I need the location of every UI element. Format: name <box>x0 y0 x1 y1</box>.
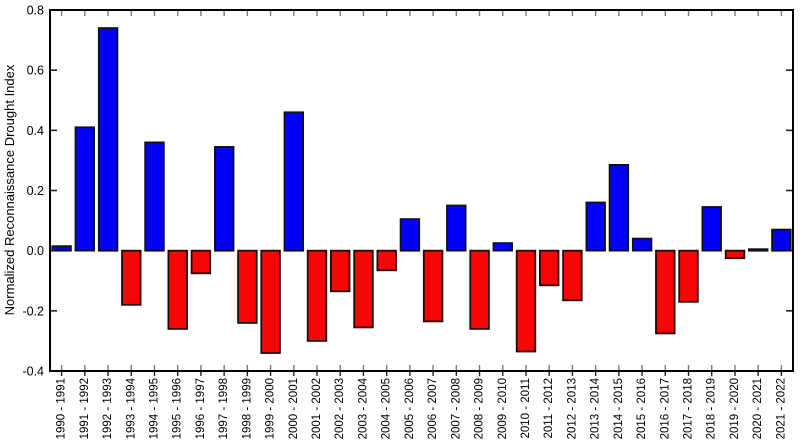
y-tick-label: -0.4 <box>22 365 44 379</box>
x-tick-label: 1996 - 1997 <box>195 378 207 439</box>
bar-2001-2002 <box>306 249 328 342</box>
y-tick-label: 0.4 <box>27 124 44 138</box>
bar-2017-2018 <box>678 249 699 303</box>
x-tick-label: 1990 - 1991 <box>56 378 68 439</box>
bar-2009-2010 <box>492 242 514 252</box>
bar-2014-2015 <box>608 163 630 252</box>
bar-1997-1998 <box>213 145 235 252</box>
bar-2000-2001 <box>283 111 305 252</box>
x-tick-label: 2006 - 2007 <box>427 378 439 439</box>
bar-2004-2005 <box>376 249 397 272</box>
ticks-group <box>51 9 792 376</box>
x-tick-label: 2021 - 2022 <box>775 378 787 439</box>
x-tick-label: 2011 - 2012 <box>543 378 555 439</box>
x-tick-label: 2005 - 2006 <box>404 378 416 439</box>
y-tick-label: -0.2 <box>22 304 44 318</box>
bar-2008-2009 <box>469 249 490 330</box>
bar-2002-2003 <box>329 249 351 293</box>
x-tick-label: 2010 - 2011 <box>520 378 532 439</box>
x-tick-label: 2003 - 2004 <box>357 377 369 439</box>
x-tick-label: 2020 - 2021 <box>752 378 764 439</box>
bar-2006-2007 <box>422 249 444 323</box>
x-tick-label: 2002 - 2003 <box>334 378 346 439</box>
x-tick-label: 2019 - 2020 <box>729 378 741 439</box>
y-tick-label: 0.0 <box>27 244 44 258</box>
bar-1998-1999 <box>237 249 258 324</box>
bar-1992-1993 <box>97 27 119 252</box>
plot-frame <box>49 9 794 372</box>
x-tick-label: 2015 - 2016 <box>636 378 648 439</box>
tick-labels-group: 1990 - 1991 1991 - 1992 1992 - 1993 1993 - … <box>22 4 787 440</box>
bar-2003-2004 <box>353 249 374 329</box>
x-tick-label: 1998 - 1999 <box>241 378 253 439</box>
x-tick-label: 2016 - 2017 <box>659 378 671 439</box>
x-tick-label: 1999 - 2000 <box>265 378 277 439</box>
x-tick-label: 1994 - 1995 <box>148 378 160 439</box>
x-tick-label: 2008 - 2009 <box>474 378 486 439</box>
bar-1996-1997 <box>190 249 212 275</box>
bar-2021-2022 <box>771 228 792 252</box>
x-tick-label: 2012 - 2013 <box>566 378 578 439</box>
bar-2005-2006 <box>399 218 421 252</box>
x-tick-label: 1993 - 1994 <box>125 377 137 439</box>
x-tick-label: 1991 - 1992 <box>79 378 91 439</box>
x-tick-label: 2001 - 2002 <box>311 378 323 439</box>
bar-2019-2020 <box>724 249 746 260</box>
bar-2020-2021 <box>748 248 769 252</box>
bar-1990-1991 <box>51 245 72 252</box>
x-tick-label: 2000 - 2001 <box>288 378 300 439</box>
x-tick-label: 2018 - 2019 <box>706 378 718 439</box>
x-tick-label: 2009 - 2010 <box>497 378 509 439</box>
bar-2015-2016 <box>631 237 653 252</box>
bar-1994-1995 <box>144 141 165 252</box>
bar-1999-2000 <box>260 249 281 354</box>
bar-2010-2011 <box>515 249 537 353</box>
bars-group <box>51 27 792 354</box>
y-axis-title: Normalized Reconnaissance Drought Index <box>2 64 17 315</box>
x-tick-label: 1992 - 1993 <box>102 378 114 439</box>
y-tick-label: 0.6 <box>27 64 44 78</box>
y-tick-label: 0.2 <box>27 184 44 198</box>
x-tick-label: 1997 - 1998 <box>218 378 230 439</box>
x-tick-label: 1995 - 1996 <box>172 378 184 439</box>
bar-1993-1994 <box>121 249 142 306</box>
bar-1995-1996 <box>167 249 188 330</box>
bar-1991-1992 <box>74 126 96 252</box>
x-tick-label: 2017 - 2018 <box>683 378 695 439</box>
bar-2018-2019 <box>701 206 722 252</box>
bar-2016-2017 <box>655 249 676 335</box>
x-tick-label: 2014 - 2015 <box>613 378 625 439</box>
bar-2013-2014 <box>585 201 606 252</box>
x-tick-label: 2007 - 2008 <box>450 378 462 439</box>
bar-2011-2012 <box>539 249 560 287</box>
bar-2007-2008 <box>446 204 467 252</box>
y-tick-label: 0.8 <box>27 4 44 18</box>
x-tick-label: 2013 - 2014 <box>590 377 602 439</box>
x-tick-label: 2004 - 2005 <box>381 378 393 439</box>
bar-2012-2013 <box>562 249 583 302</box>
